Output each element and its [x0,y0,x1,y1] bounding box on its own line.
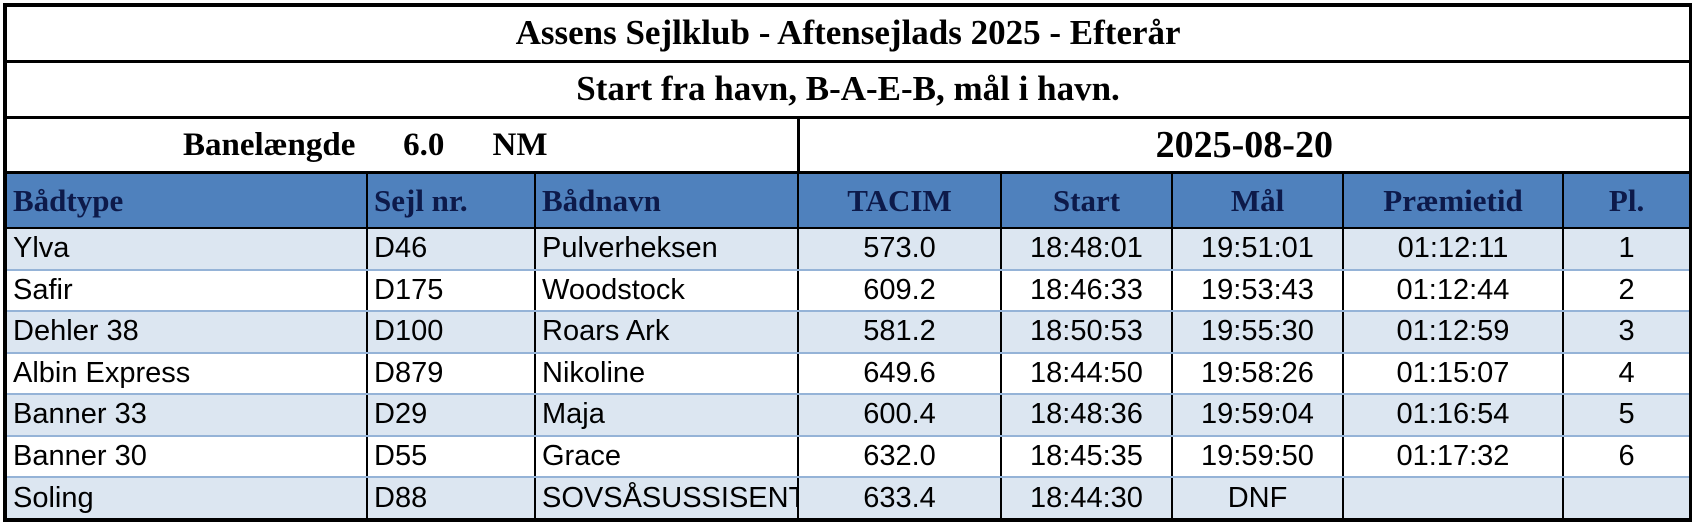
table-cell: 2 [1563,269,1692,313]
table-row: Albin Express D879 Nikoline 649.6 18:44:50 19… [5,352,1692,396]
table-cell: 649.6 [798,352,1002,396]
table-cell [1343,477,1564,521]
course-length: 6.0 [403,126,445,163]
table-cell: D88 [367,477,536,521]
race-date: 2025-08-20 [798,117,1692,175]
table-cell: 18:46:33 [1001,269,1173,313]
table-cell: D175 [367,269,536,313]
table-row: Dehler 38 D100 Roars Ark 581.2 18:50:53 19:55… [5,311,1692,354]
table-cell: Pulverheksen [535,228,799,271]
table-cell: 19:55:30 [1172,311,1344,354]
table-cell: D46 [367,228,536,271]
course-info: Banelængde 6.0 NM [5,117,800,175]
table-cell: 3 [1563,311,1692,354]
table-cell: Maja [535,394,799,437]
header-row: Bådtype Sejl nr. Bådnavn TACIM Start Mål Præmi… [5,172,1692,230]
results-table: Assens Sejlklub - Aftensejlads 2025 - Ef… [3,3,1692,522]
column-header: Mål [1172,172,1344,230]
title: Assens Sejlklub - Aftensejlads 2025 - Ef… [5,5,1692,63]
table-cell: 19:59:04 [1172,394,1344,437]
subtitle: Start fra havn, B-A-E-B, mål i havn. [5,61,1692,119]
table-cell: Woodstock [535,269,799,313]
column-header: Pl. [1563,172,1692,230]
table-cell: D879 [367,352,536,396]
table-cell: D100 [367,311,536,354]
table-cell: 19:53:43 [1172,269,1344,313]
table-cell: 01:16:54 [1343,394,1564,437]
table-cell: 632.0 [798,435,1002,479]
table-cell: Roars Ark [535,311,799,354]
table-cell: 01:17:32 [1343,435,1564,479]
table-cell: 01:12:11 [1343,228,1564,271]
table-cell: 01:12:59 [1343,311,1564,354]
table-cell: 18:44:50 [1001,352,1173,396]
course-label: Banelængde [183,126,356,163]
table-cell: Albin Express [5,352,368,396]
table-cell: 18:50:53 [1001,311,1173,354]
column-header: Sejl nr. [367,172,536,230]
column-header: Præmietid [1343,172,1564,230]
table-cell: 609.2 [798,269,1002,313]
table-cell: 573.0 [798,228,1002,271]
table-cell: 4 [1563,352,1692,396]
table-cell: 01:15:07 [1343,352,1564,396]
table-cell: 01:12:44 [1343,269,1564,313]
table-cell: D55 [367,435,536,479]
table-cell: 5 [1563,394,1692,437]
table-cell: 19:58:26 [1172,352,1344,396]
table-cell: 19:51:01 [1172,228,1344,271]
table-row: Banner 30 D55 Grace 632.0 18:45:35 19:59:50 01… [5,435,1692,479]
column-header: Bådtype [5,172,368,230]
column-header: Start [1001,172,1173,230]
table-row: Ylva D46 Pulverheksen 573.0 18:48:01 19:51:01… [5,228,1692,271]
table-cell [1563,477,1692,521]
table-cell: 600.4 [798,394,1002,437]
table-cell: D29 [367,394,536,437]
table-cell: 18:48:36 [1001,394,1173,437]
course-unit: NM [492,126,548,163]
table-cell: DNF [1172,477,1344,521]
table-cell: 633.4 [798,477,1002,521]
column-header: Bådnavn [535,172,799,230]
table-cell: 19:59:50 [1172,435,1344,479]
table-cell: 1 [1563,228,1692,271]
table-row: Soling D88 SOVSÅSUSSISENT 633.4 18:44:30 DNF [5,477,1692,521]
column-header: TACIM [798,172,1002,230]
table-cell: Safir [5,269,368,313]
table-cell: 18:44:30 [1001,477,1173,521]
table-cell: 6 [1563,435,1692,479]
table-cell: 581.2 [798,311,1002,354]
table-cell: Dehler 38 [5,311,368,354]
table-cell: 18:45:35 [1001,435,1173,479]
table-cell: Soling [5,477,368,521]
table-cell: 18:48:01 [1001,228,1173,271]
table-cell: Banner 30 [5,435,368,479]
table-row: Banner 33 D29 Maja 600.4 18:48:36 19:59:04 01:… [5,394,1692,437]
table-cell: SOVSÅSUSSISENT [535,477,799,521]
table-cell: Grace [535,435,799,479]
table-row: Safir D175 Woodstock 609.2 18:46:33 19:53:43 0… [5,269,1692,313]
table-cell: Ylva [5,228,368,271]
table-cell: Banner 33 [5,394,368,437]
table-cell: Nikoline [535,352,799,396]
